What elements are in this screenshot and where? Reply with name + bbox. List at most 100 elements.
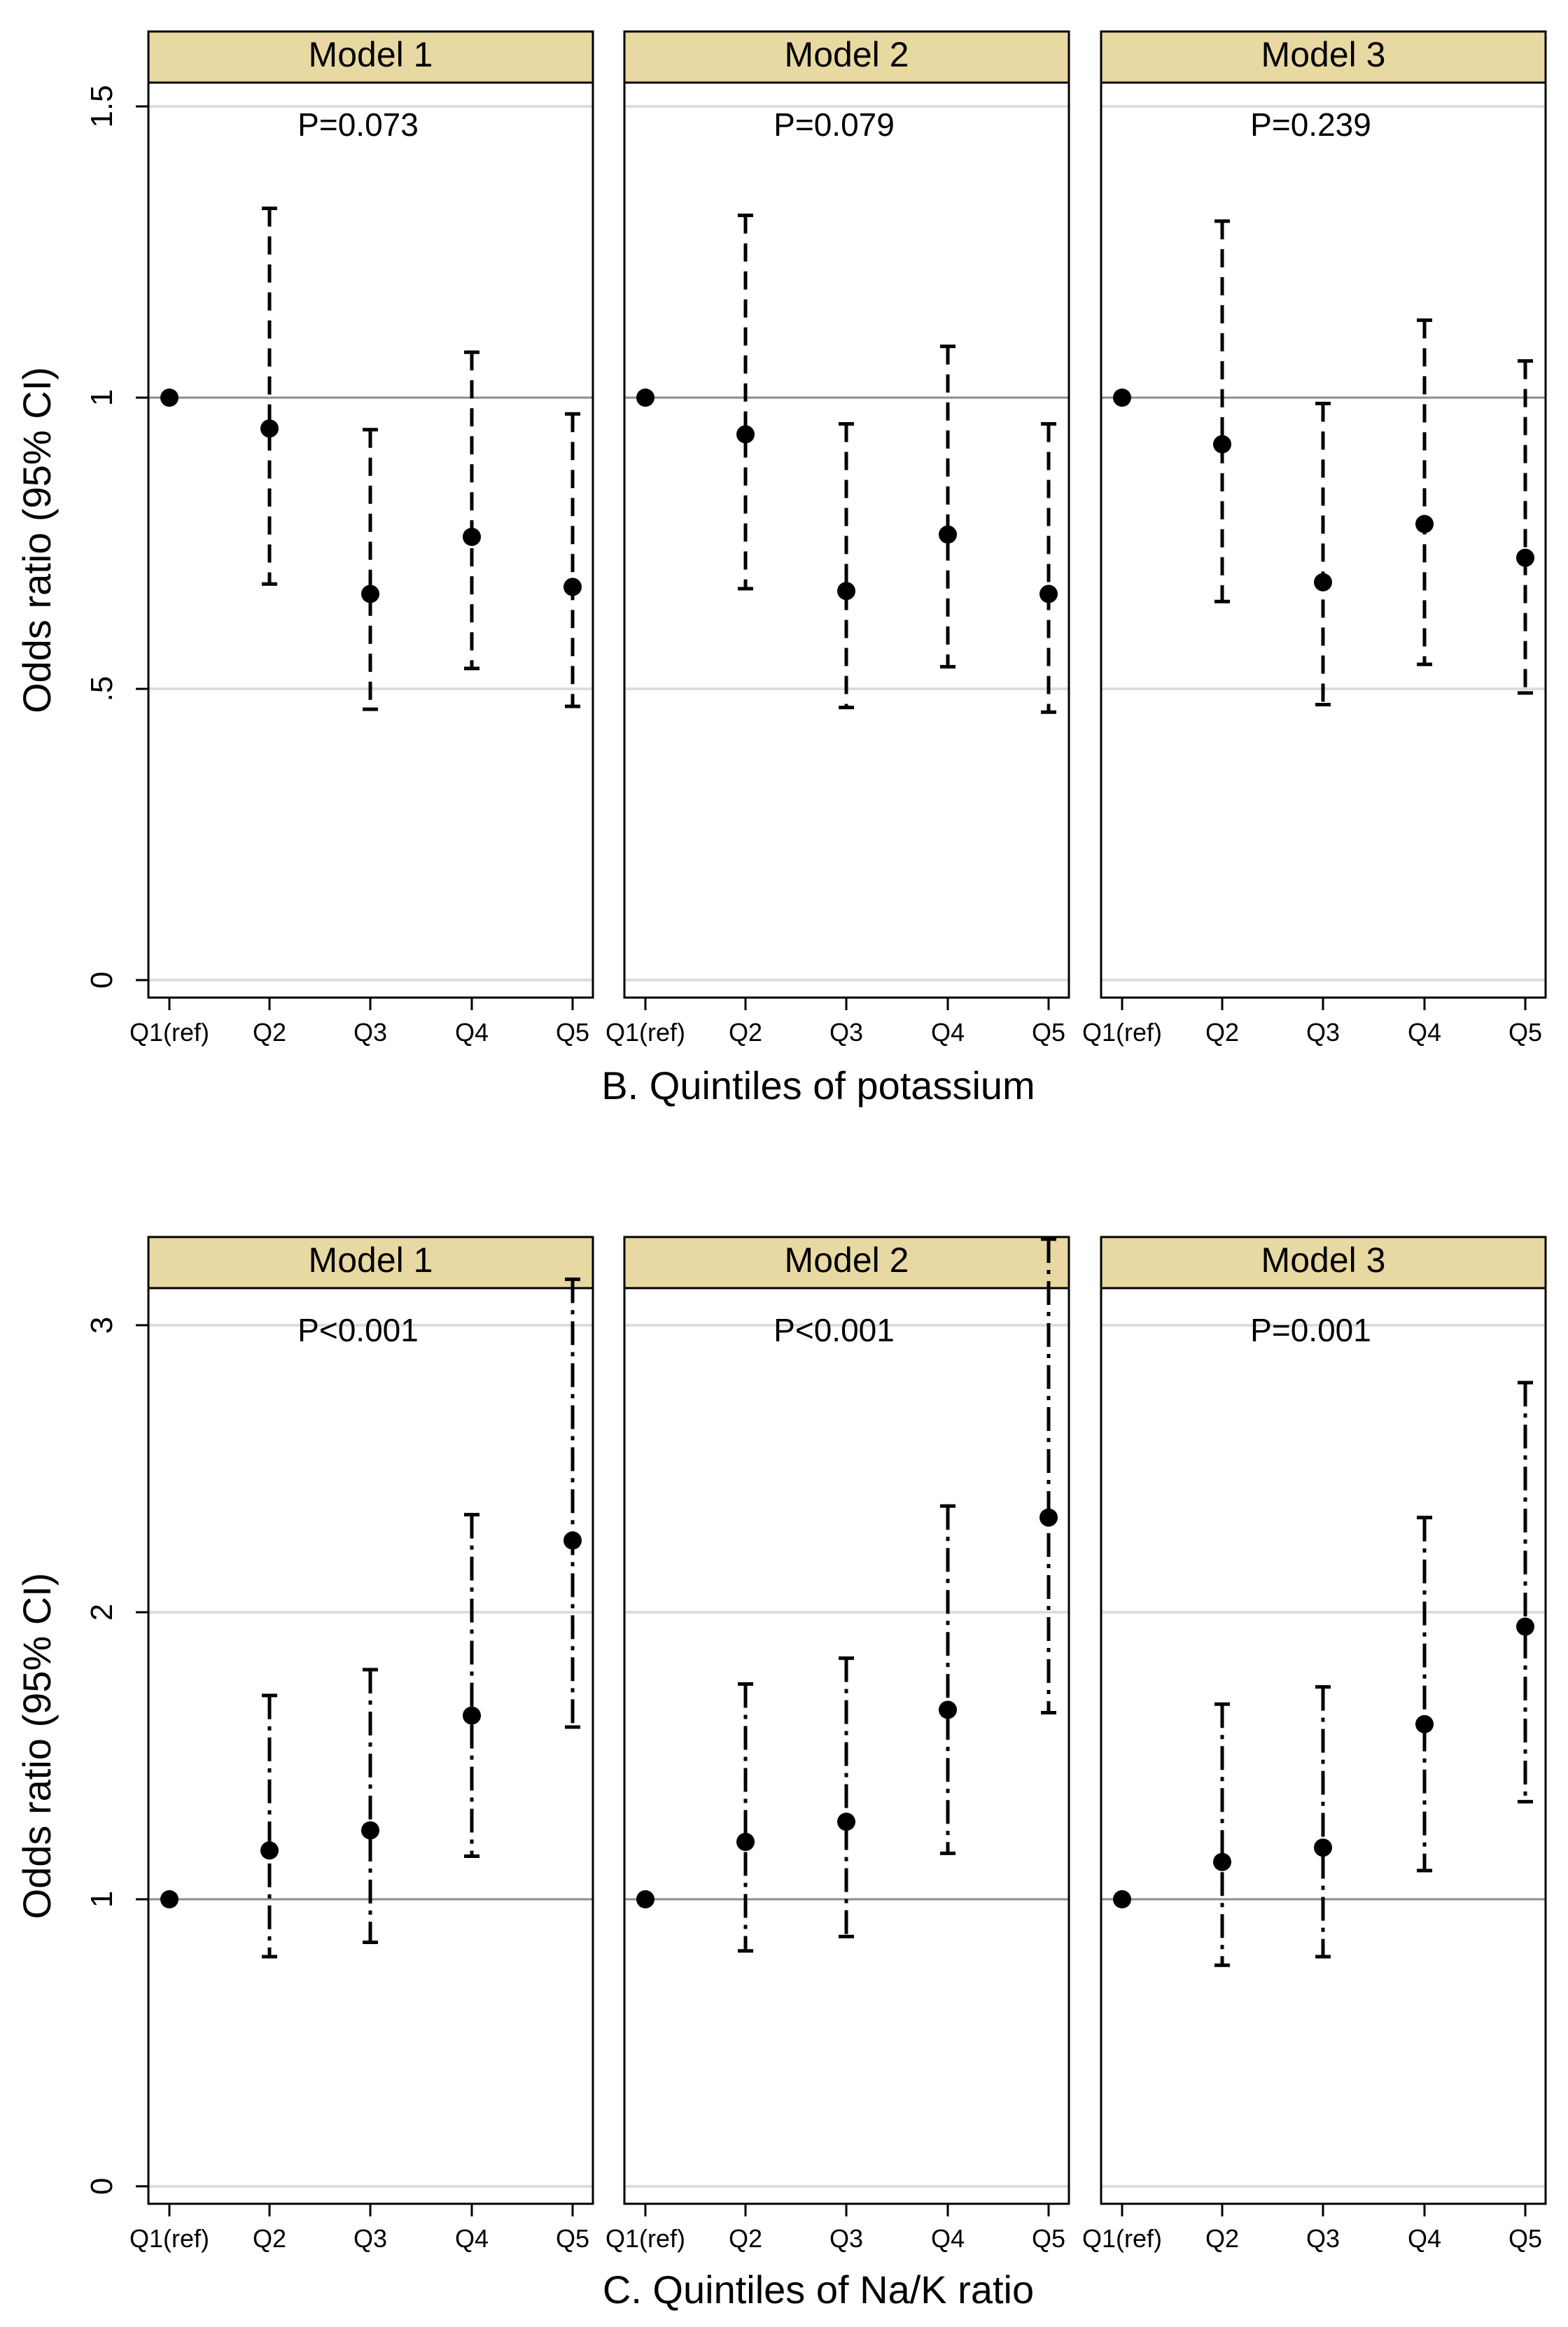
x-tick-label: Q5 (1508, 2224, 1542, 2253)
x-tick-label: Q3 (830, 2224, 863, 2253)
y-tick-label: 0 (85, 972, 119, 988)
x-tick-label: Q5 (1032, 2224, 1065, 2253)
x-tick-label: Q1(ref) (130, 1018, 209, 1047)
y-axis-title: Odds ratio (95% CI) (15, 367, 59, 713)
odds-ratio-point (1040, 585, 1058, 603)
odds-ratio-point (736, 1833, 755, 1851)
na-k-ratio-chart: Odds ratio (95% CI) 0 1 2 3 C. Quintiles of N… (15, 1236, 1547, 2312)
x-tick-label: Q5 (1032, 1018, 1065, 1047)
odds-ratio-point (1314, 573, 1332, 592)
x-tick-label: Q4 (455, 1018, 489, 1047)
x-tick-label: Q3 (830, 1018, 863, 1047)
x-tick-label: Q2 (253, 1018, 286, 1047)
odds-ratio-point (160, 389, 178, 407)
odds-ratio-point (939, 1700, 957, 1719)
p-value-label: P=0.079 (774, 106, 895, 143)
x-tick-label: Q2 (253, 2224, 286, 2253)
x-tick-label: Q5 (1508, 1018, 1542, 1047)
odds-ratio-point (361, 585, 379, 603)
y-tick-label: .5 (85, 676, 119, 702)
x-tick-label: Q1(ref) (606, 2224, 685, 2253)
odds-ratio-point (1213, 1852, 1231, 1871)
panel-model-1: Model 1 P<0.001 Q1(ref) Q2 Q3 Q4 Q5 (130, 1236, 594, 2253)
x-tick-label: Q3 (1306, 2224, 1340, 2253)
panel-title: Model 2 (785, 35, 909, 74)
odds-ratio-point (837, 1812, 855, 1831)
panel-title: Model 2 (785, 1241, 909, 1280)
x-axis-title: B. Quintiles of potassium (601, 1063, 1035, 1107)
x-tick-label: Q3 (354, 2224, 387, 2253)
panel-model-2: Model 2 P=0.079 Q1(ref) Q2 Q3 Q4 Q5 (606, 30, 1070, 1047)
x-tick-label: Q5 (556, 2224, 589, 2253)
panel-frame (147, 81, 594, 999)
odds-ratio-point (837, 582, 855, 601)
y-axis-title: Odds ratio (95% CI) (15, 1573, 59, 1920)
x-axis-title: C. Quintiles of Na/K ratio (603, 2267, 1034, 2312)
p-value-label: P<0.001 (298, 1312, 419, 1348)
x-tick-label: Q3 (1306, 1018, 1340, 1047)
x-tick-label: Q1(ref) (606, 1018, 685, 1047)
panel-title: Model 3 (1261, 1241, 1386, 1280)
y-tick-label: 0 (85, 2178, 119, 2195)
p-value-label: P=0.001 (1250, 1312, 1371, 1348)
x-tick-label: Q4 (1408, 2224, 1441, 2253)
y-tick-label: 3 (85, 1317, 119, 1334)
odds-ratio-point (1113, 389, 1131, 407)
odds-ratio-point (160, 1890, 178, 1908)
potassium-chart: Odds ratio (95% CI) 0 .5 1 1.5 B. Quintiles o… (15, 30, 1547, 1107)
x-tick-label: Q2 (1205, 1018, 1239, 1047)
x-tick-label: Q3 (354, 1018, 387, 1047)
odds-ratio-point (1516, 1617, 1534, 1636)
odds-ratio-point (1113, 1890, 1131, 1908)
x-tick-label: Q1(ref) (1082, 1018, 1162, 1047)
odds-ratio-point (736, 425, 755, 444)
odds-ratio-point (939, 525, 957, 544)
panel-model-1: Model 1 P=0.073 Q1(ref) Q2 Q3 Q4 Q5 (130, 30, 594, 1047)
y-tick-label: 2 (85, 1604, 119, 1621)
panel-header (1100, 30, 1547, 84)
x-tick-label: Q1(ref) (130, 2224, 209, 2253)
panel-header (623, 1236, 1070, 1290)
panel-header (147, 30, 594, 84)
y-tick-label: 1.5 (85, 85, 119, 127)
odds-ratio-point (463, 1706, 481, 1725)
p-value-label: P=0.239 (1250, 106, 1371, 143)
panel-title: Model 3 (1261, 35, 1386, 74)
odds-ratio-point (564, 1531, 582, 1550)
panel-model-3: Model 3 P=0.239 Q1(ref) Q2 Q3 Q4 Q5 (1082, 30, 1547, 1047)
x-tick-label: Q2 (729, 2224, 762, 2253)
odds-ratio-point (260, 1841, 279, 1860)
odds-ratio-point (1415, 515, 1434, 533)
panel-header (1100, 1236, 1547, 1290)
panel-header (147, 1236, 594, 1290)
odds-ratio-point (1213, 435, 1231, 454)
odds-ratio-point (1415, 1714, 1434, 1733)
panel-model-2: Model 2 P<0.001 Q1(ref) Q2 Q3 Q4 Q5 (606, 1236, 1070, 2253)
panel-frame (1100, 81, 1547, 999)
x-tick-label: Q4 (1408, 1018, 1441, 1047)
odds-ratio-point (1314, 1838, 1332, 1857)
panel-header (623, 30, 1070, 84)
odds-ratio-point (463, 527, 481, 546)
odds-ratio-point (260, 419, 279, 438)
panel-model-3: Model 3 P=0.001 Q1(ref) Q2 Q3 Q4 Q5 (1082, 1236, 1547, 2253)
odds-ratio-point (564, 578, 582, 596)
x-tick-label: Q4 (455, 2224, 489, 2253)
p-value-label: P<0.001 (774, 1312, 895, 1348)
x-tick-label: Q2 (729, 1018, 762, 1047)
panel-title: Model 1 (309, 1241, 433, 1280)
x-tick-label: Q4 (931, 1018, 965, 1047)
odds-ratio-point (1040, 1508, 1058, 1527)
odds-ratio-point (361, 1821, 379, 1840)
y-tick-label: 1 (85, 389, 119, 406)
x-tick-label: Q4 (931, 2224, 965, 2253)
y-tick-label: 1 (85, 1891, 119, 1908)
p-value-label: P=0.073 (298, 106, 419, 143)
odds-ratio-point (1516, 548, 1534, 567)
x-tick-label: Q5 (556, 1018, 589, 1047)
x-tick-label: Q1(ref) (1082, 2224, 1162, 2253)
odds-ratio-point (636, 389, 654, 407)
panel-title: Model 1 (309, 35, 433, 74)
odds-ratio-point (636, 1890, 654, 1908)
